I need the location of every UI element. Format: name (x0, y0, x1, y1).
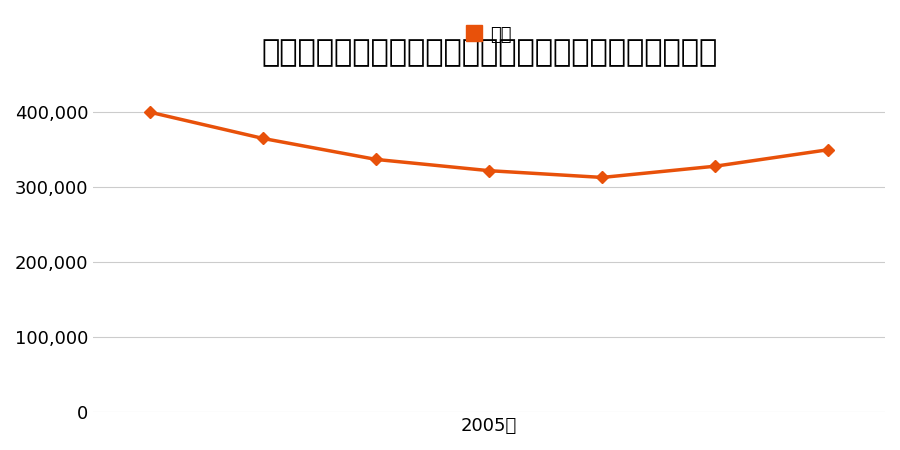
価格 (484, 168, 495, 173)
Title: 神奈川県横浜市西区中央１丁目１５０番１外の地価推移: 神奈川県横浜市西区中央１丁目１５０番１外の地価推移 (261, 38, 717, 68)
価格 (371, 157, 382, 162)
価格 (597, 175, 608, 180)
Legend: 価格: 価格 (460, 18, 519, 51)
価格 (145, 109, 156, 115)
Line: 価格: 価格 (146, 108, 832, 182)
価格 (824, 147, 834, 153)
価格 (710, 163, 721, 169)
価格 (257, 136, 268, 141)
